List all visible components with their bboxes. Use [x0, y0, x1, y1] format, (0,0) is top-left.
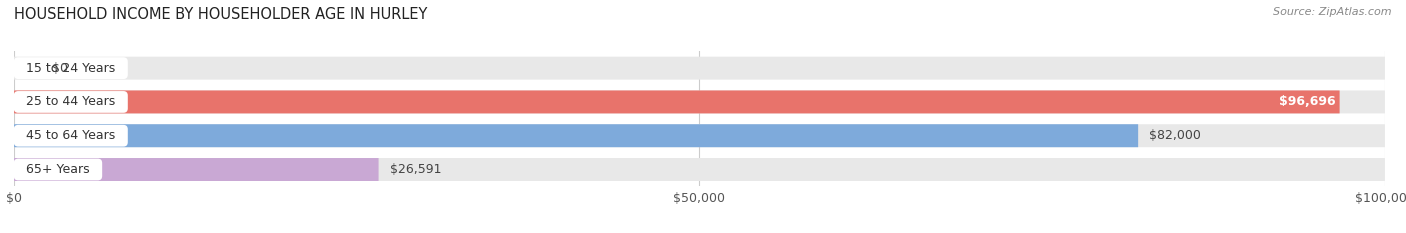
FancyBboxPatch shape	[14, 158, 378, 181]
FancyBboxPatch shape	[14, 90, 1385, 113]
Text: 15 to 24 Years: 15 to 24 Years	[18, 62, 124, 75]
FancyBboxPatch shape	[14, 124, 1385, 147]
Text: 65+ Years: 65+ Years	[18, 163, 98, 176]
Text: $0: $0	[52, 62, 69, 75]
FancyBboxPatch shape	[14, 124, 1137, 147]
Text: 25 to 44 Years: 25 to 44 Years	[18, 96, 124, 108]
Text: 45 to 64 Years: 45 to 64 Years	[18, 129, 124, 142]
Text: $82,000: $82,000	[1149, 129, 1201, 142]
Text: Source: ZipAtlas.com: Source: ZipAtlas.com	[1274, 7, 1392, 17]
Text: HOUSEHOLD INCOME BY HOUSEHOLDER AGE IN HURLEY: HOUSEHOLD INCOME BY HOUSEHOLDER AGE IN H…	[14, 7, 427, 22]
Text: $96,696: $96,696	[1279, 96, 1336, 108]
FancyBboxPatch shape	[14, 158, 1385, 181]
FancyBboxPatch shape	[14, 90, 1340, 113]
FancyBboxPatch shape	[14, 57, 1385, 80]
Text: $26,591: $26,591	[389, 163, 441, 176]
